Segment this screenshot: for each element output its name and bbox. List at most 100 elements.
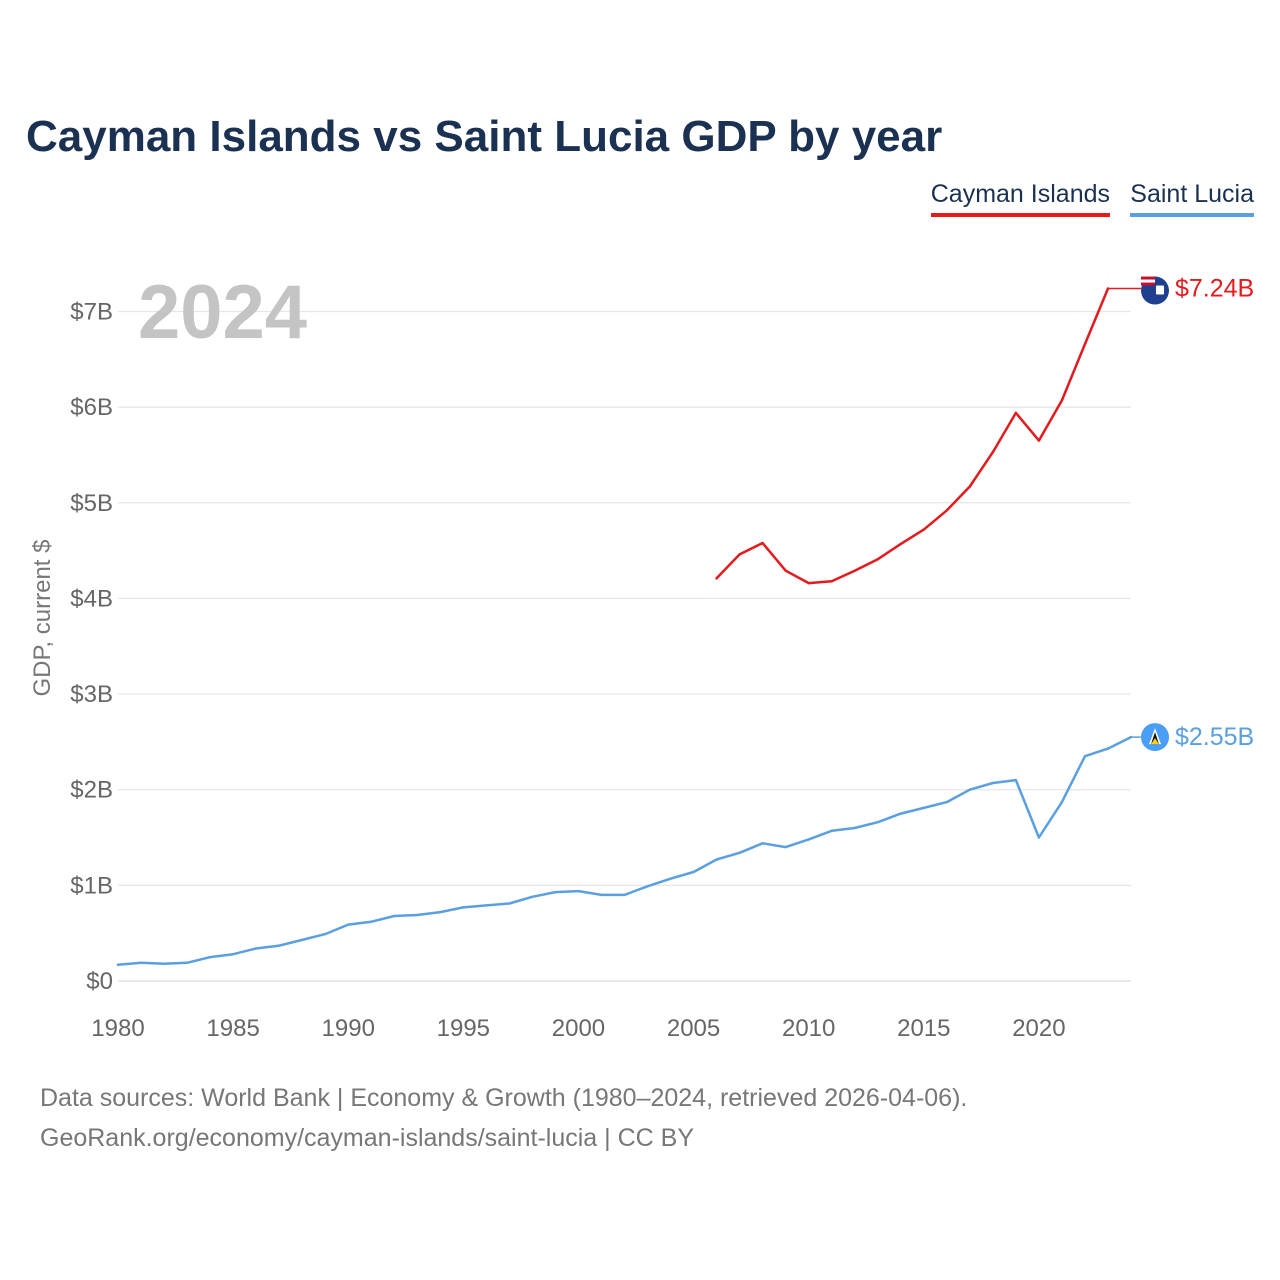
series-lines xyxy=(116,287,1133,966)
point-saint-lucia-1983 xyxy=(185,961,189,965)
point-cayman-islands-2006 xyxy=(715,577,718,580)
point-saint-lucia-2016 xyxy=(945,800,949,804)
x-tick-label-2020: 2020 xyxy=(1012,1015,1065,1042)
point-cayman-islands-2019 xyxy=(1014,411,1018,415)
point-saint-lucia-2015 xyxy=(922,806,925,810)
point-saint-lucia-1985 xyxy=(231,953,235,956)
point-saint-lucia-1997 xyxy=(508,902,511,905)
point-saint-lucia-2009 xyxy=(784,845,787,849)
flag-shield xyxy=(1156,285,1164,295)
point-saint-lucia-2018 xyxy=(991,781,995,785)
point-cayman-islands-2014 xyxy=(899,542,902,546)
point-cayman-islands-2020 xyxy=(1037,439,1041,442)
y-tick-label-7: $7B xyxy=(70,299,113,326)
y-tick-label-2: $2B xyxy=(70,777,113,804)
point-saint-lucia-1988 xyxy=(300,938,304,942)
end-label-cayman-islands: $7.24B xyxy=(1175,275,1254,303)
point-saint-lucia-1986 xyxy=(254,947,258,950)
point-cayman-islands-2022 xyxy=(1083,342,1087,346)
y-axis-label: GDP, current $ xyxy=(29,540,56,697)
point-cayman-islands-2018 xyxy=(991,450,995,454)
chart-title: Cayman Islands vs Saint Lucia GDP by yea… xyxy=(26,112,943,161)
point-saint-lucia-1989 xyxy=(324,932,327,936)
point-saint-lucia-2020 xyxy=(1037,836,1041,839)
x-tick-label-1990: 1990 xyxy=(322,1015,375,1042)
point-saint-lucia-1990 xyxy=(347,923,350,926)
point-saint-lucia-2014 xyxy=(899,812,902,815)
y-tick-label-4: $4B xyxy=(70,585,113,612)
y-tick-label-0: $0 xyxy=(86,968,113,995)
point-cayman-islands-2017 xyxy=(968,485,972,488)
point-saint-lucia-1995 xyxy=(462,906,465,909)
point-cayman-islands-2011 xyxy=(830,580,833,583)
point-cayman-islands-2013 xyxy=(876,558,879,561)
y-tick-label-5: $5B xyxy=(70,490,113,517)
point-saint-lucia-1984 xyxy=(208,955,212,959)
x-tick-label-2010: 2010 xyxy=(782,1015,835,1042)
point-cayman-islands-2016 xyxy=(945,509,949,512)
point-saint-lucia-1991 xyxy=(370,920,373,923)
point-cayman-islands-2007 xyxy=(738,553,741,556)
point-cayman-islands-2021 xyxy=(1060,399,1064,402)
point-saint-lucia-1996 xyxy=(485,904,488,907)
point-saint-lucia-2005 xyxy=(692,870,695,874)
series-line-saint-lucia xyxy=(116,735,1133,966)
point-cayman-islands-2012 xyxy=(853,569,856,572)
point-saint-lucia-2023 xyxy=(1106,747,1110,750)
point-saint-lucia-2001 xyxy=(600,893,603,897)
legend-cayman-islands[interactable]: Cayman Islands xyxy=(930,180,1110,217)
point-cayman-islands-2008 xyxy=(761,541,764,545)
y-tick-label-3: $3B xyxy=(70,681,113,708)
point-saint-lucia-1999 xyxy=(554,890,557,894)
point-saint-lucia-1994 xyxy=(439,910,442,914)
point-saint-lucia-2022 xyxy=(1083,755,1087,758)
legend-saint-lucia[interactable]: Saint Lucia xyxy=(1130,180,1254,217)
saint-lucia-flag-icon xyxy=(1141,723,1169,752)
point-saint-lucia-1998 xyxy=(531,895,534,899)
point-saint-lucia-1992 xyxy=(393,914,396,918)
point-saint-lucia-2008 xyxy=(761,842,764,845)
x-tick-label-1985: 1985 xyxy=(206,1015,259,1042)
point-saint-lucia-2002 xyxy=(623,893,626,897)
x-tick-label-2015: 2015 xyxy=(897,1015,950,1042)
end-labels: $7.24B $2.55B xyxy=(1107,275,1254,752)
x-tick-label-2005: 2005 xyxy=(667,1015,720,1042)
point-saint-lucia-2006 xyxy=(715,858,718,861)
point-cayman-islands-2015 xyxy=(922,528,925,531)
point-saint-lucia-1980 xyxy=(116,963,120,966)
y-tick-labels: $0 $1B $2B $3B $4B $5B $6B $7B xyxy=(70,299,113,996)
x-tick-label-1980: 1980 xyxy=(91,1015,144,1042)
flag-triangle-gold xyxy=(1151,738,1159,745)
point-saint-lucia-2003 xyxy=(646,885,649,888)
point-saint-lucia-2004 xyxy=(669,877,672,880)
end-label-saint-lucia: $2.55B xyxy=(1175,723,1254,751)
point-cayman-islands-2010 xyxy=(807,581,810,585)
point-saint-lucia-2000 xyxy=(577,889,580,893)
series-line-cayman-islands xyxy=(715,287,1110,585)
point-saint-lucia-1981 xyxy=(139,961,143,965)
y-tick-label-6: $6B xyxy=(70,394,113,421)
flag-stripe xyxy=(1141,279,1155,283)
x-tick-labels: 1980 1985 1990 1995 2000 2005 2010 2015 2020 xyxy=(91,1015,1065,1042)
point-saint-lucia-2010 xyxy=(807,838,810,841)
point-saint-lucia-1987 xyxy=(277,944,281,947)
point-saint-lucia-2017 xyxy=(968,788,972,791)
point-saint-lucia-2007 xyxy=(738,851,741,855)
year-watermark: 2024 xyxy=(138,270,307,355)
cayman-islands-flag-icon xyxy=(1141,276,1169,305)
x-tick-label-2000: 2000 xyxy=(552,1015,605,1042)
point-saint-lucia-2013 xyxy=(876,821,879,824)
point-saint-lucia-2019 xyxy=(1014,778,1018,782)
point-saint-lucia-2021 xyxy=(1060,800,1064,804)
y-tick-label-1: $1B xyxy=(70,872,113,899)
footer-credit: GeoRank.org/economy/cayman-islands/saint… xyxy=(40,1124,694,1152)
point-saint-lucia-1993 xyxy=(416,913,419,917)
point-cayman-islands-2009 xyxy=(784,569,787,572)
point-saint-lucia-2011 xyxy=(830,829,833,833)
footer-sources: Data sources: World Bank | Economy & Gro… xyxy=(40,1084,968,1112)
point-saint-lucia-2012 xyxy=(853,826,856,830)
gridlines xyxy=(118,310,1131,982)
point-saint-lucia-1982 xyxy=(162,962,166,965)
x-tick-label-1995: 1995 xyxy=(437,1015,490,1042)
